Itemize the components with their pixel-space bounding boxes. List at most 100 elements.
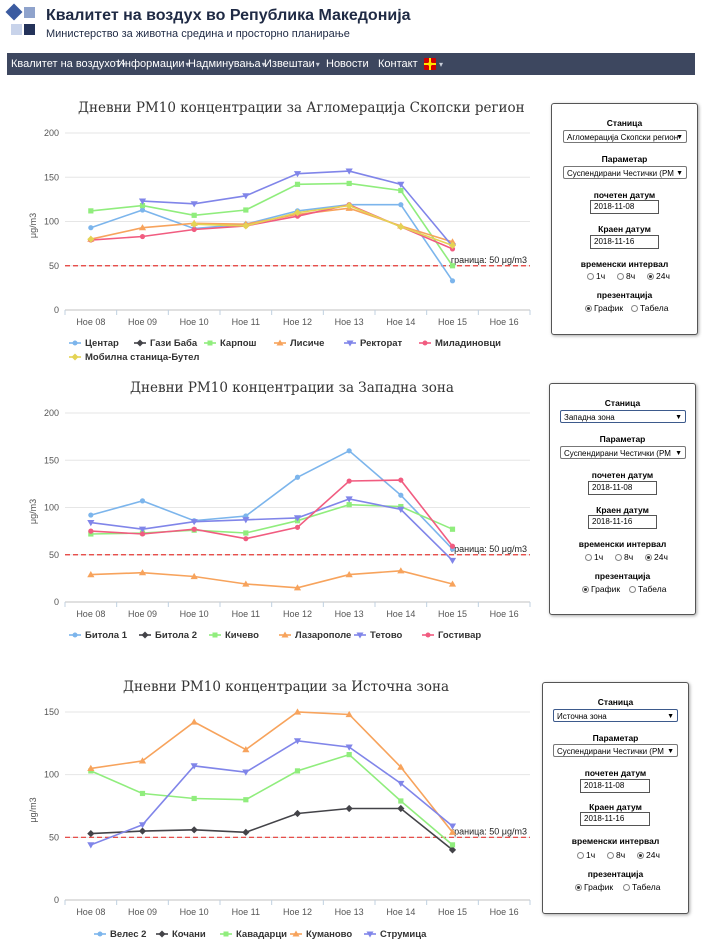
data-point[interactable] [448,823,457,830]
data-point[interactable] [139,531,146,537]
data-point[interactable] [398,503,404,510]
data-point[interactable] [345,710,353,718]
data-point[interactable] [398,477,404,483]
data-point[interactable] [448,241,457,249]
legend-item-карпош[interactable]: Карпош [204,338,257,349]
interval-radio-8h[interactable]: 8ч [607,850,625,860]
data-point[interactable] [293,708,302,715]
data-point[interactable] [346,752,352,758]
data-point[interactable] [398,187,404,194]
end-date-field[interactable]: 2018-11-16 [590,235,659,249]
data-point[interactable] [88,528,94,534]
data-point[interactable] [293,809,302,818]
legend-item-струмица[interactable]: Струмица [364,929,427,940]
start-date-field[interactable]: 2018-11-08 [588,481,657,495]
interval-radio-8h[interactable]: 8ч [615,552,633,562]
nav-item-air-quality[interactable]: Квалитет на воздухот▾ [11,53,126,75]
start-date-field[interactable]: 2018-11-08 [580,779,650,793]
data-point[interactable] [242,769,250,776]
data-point[interactable] [191,226,197,233]
nav-item-exceedances[interactable]: Надминувања▾ [188,53,266,75]
data-point[interactable] [449,263,456,269]
nav-item-information[interactable]: Информации▾ [117,53,190,75]
data-point[interactable] [346,448,352,454]
series-струмица[interactable] [87,738,457,849]
data-point[interactable] [397,181,405,188]
series-лазарополе[interactable] [87,567,457,591]
data-point[interactable] [294,474,301,480]
series-кочани[interactable] [87,804,457,854]
data-point[interactable] [397,763,405,770]
start-date-field[interactable]: 2018-11-08 [590,200,659,214]
data-point[interactable] [190,826,198,834]
data-point[interactable] [242,828,250,836]
data-point[interactable] [397,506,405,513]
legend-item-кочани[interactable]: Кочани [156,929,206,940]
data-point[interactable] [293,171,302,178]
data-point[interactable] [139,498,146,504]
station-select[interactable]: Агломерација Скопски регион ▼ [563,130,687,143]
language-dropdown-toggle[interactable]: ▾ [438,53,443,75]
data-point[interactable] [88,512,94,518]
interval-radio-1h[interactable]: 1ч [587,271,605,281]
series-карпош[interactable] [88,180,456,269]
data-point[interactable] [398,798,404,804]
data-point[interactable] [88,208,94,214]
data-point[interactable] [190,201,198,208]
data-point[interactable] [243,536,249,542]
legend-item-велес-2[interactable]: Велес 2 [94,929,146,940]
data-point[interactable] [139,790,146,797]
legend-item-тетово[interactable]: Тетово [354,630,403,641]
nav-item-reports[interactable]: Извештаи▾ [264,53,320,75]
data-point[interactable] [242,580,250,587]
data-point[interactable] [191,526,197,532]
data-point[interactable] [345,744,353,751]
presentation-radio-chart[interactable]: График [575,882,613,892]
data-point[interactable] [397,223,405,231]
data-point[interactable] [449,543,456,549]
legend-item-миладиновци[interactable]: Миладиновци [419,338,501,349]
series-мобилна-станица-бутел[interactable] [87,201,457,249]
series-ректорат[interactable] [138,168,457,250]
data-point[interactable] [138,526,147,533]
data-point[interactable] [191,212,197,218]
data-point[interactable] [243,530,249,536]
parameter-select[interactable]: Суспендирани Честички (PM ▼ [560,446,686,459]
legend-item-мобилна-станица-бутел[interactable]: Мобилна станица-Бутел [69,352,199,363]
data-point[interactable] [294,181,301,187]
site-title[interactable]: Квалитет на воздух во Република Македони… [46,7,411,24]
data-point[interactable] [190,763,198,770]
data-point[interactable] [139,233,146,240]
data-point[interactable] [87,842,95,849]
data-point[interactable] [88,225,94,231]
data-point[interactable] [345,496,353,503]
data-point[interactable] [87,520,95,527]
data-point[interactable] [345,201,353,210]
data-point[interactable] [345,168,353,175]
series-куманово[interactable] [87,708,457,835]
end-date-field[interactable]: 2018-11-16 [588,515,657,529]
data-point[interactable] [138,822,147,829]
data-point[interactable] [191,795,197,802]
data-point[interactable] [190,220,198,228]
data-point[interactable] [346,478,352,484]
presentation-radio-chart[interactable]: График [582,584,620,594]
station-select[interactable]: Западна зона ▼ [560,410,686,423]
data-point[interactable] [448,580,457,587]
legend-item-лисиче[interactable]: Лисиче [274,338,324,349]
data-point[interactable] [138,224,147,231]
legend-item-кавадарци[interactable]: Кавадарци [220,929,287,940]
data-point[interactable] [242,222,250,230]
data-point[interactable] [242,746,250,753]
legend-item-центар[interactable]: Центар [69,338,119,349]
data-point[interactable] [345,804,353,813]
legend-item-лазарополе[interactable]: Лазарополе [279,630,351,641]
data-point[interactable] [190,519,198,526]
data-point[interactable] [397,567,405,574]
nav-item-contact[interactable]: Контакт [378,53,418,75]
data-point[interactable] [138,569,147,576]
parameter-select[interactable]: Суспендирани Честички (PM ▼ [563,166,687,179]
data-point[interactable] [293,738,302,745]
interval-radio-1h[interactable]: 1ч [577,850,595,860]
data-point[interactable] [243,207,249,213]
